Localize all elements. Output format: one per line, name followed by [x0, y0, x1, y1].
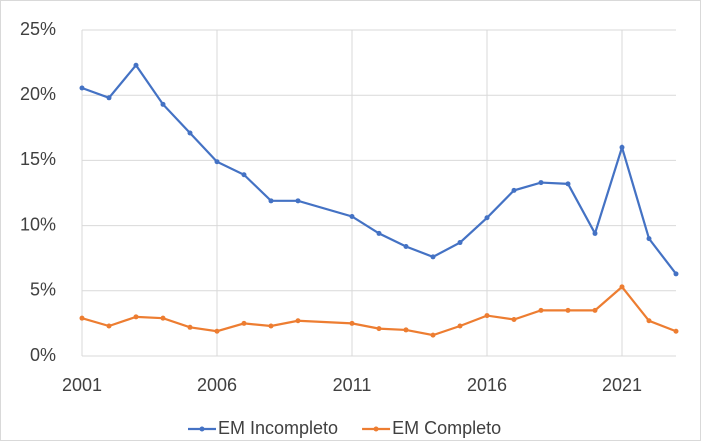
- point: [646, 318, 652, 324]
- point: [133, 314, 139, 320]
- series-line: [81, 285, 677, 337]
- x-tick-label: 2001: [62, 375, 102, 395]
- y-tick-label: 5%: [30, 280, 56, 300]
- point: [538, 307, 544, 313]
- point: [673, 271, 679, 277]
- x-tick-label: 2011: [333, 375, 372, 395]
- point: [349, 213, 355, 219]
- point: [430, 332, 436, 338]
- point: [592, 307, 598, 313]
- point: [241, 172, 247, 178]
- point: [160, 315, 166, 321]
- y-tick-label: 20%: [20, 84, 56, 104]
- point: [79, 315, 85, 321]
- point: [457, 240, 463, 246]
- point: [106, 95, 112, 101]
- point: [214, 159, 220, 165]
- point: [484, 215, 490, 221]
- point: [187, 324, 193, 330]
- y-tick-label: 0%: [30, 345, 56, 365]
- point: [376, 230, 382, 236]
- x-tick-label: 2016: [467, 375, 507, 395]
- point: [592, 230, 598, 236]
- series-line: [81, 63, 677, 275]
- point: [538, 180, 544, 186]
- x-tick-label: 2006: [197, 375, 237, 395]
- point: [106, 323, 112, 329]
- y-tick-label: 25%: [20, 19, 56, 39]
- point: [133, 62, 139, 68]
- y-tick-label: 15%: [20, 149, 56, 169]
- point: [403, 243, 409, 249]
- point: [646, 236, 652, 242]
- point: [430, 254, 436, 260]
- legend-label: EM Completo: [392, 418, 501, 438]
- point: [295, 318, 301, 324]
- point: [403, 327, 409, 333]
- x-tick-label: 2021: [602, 375, 642, 395]
- point: [565, 181, 571, 187]
- point: [511, 187, 517, 193]
- point: [79, 85, 85, 91]
- legend-marker: [373, 426, 379, 432]
- point: [268, 198, 274, 204]
- point: [484, 313, 490, 319]
- point: [214, 328, 220, 334]
- point: [376, 326, 382, 332]
- point: [349, 320, 355, 326]
- point: [268, 323, 274, 329]
- point: [295, 198, 301, 204]
- y-tick-label: 10%: [20, 214, 56, 234]
- point: [160, 101, 166, 107]
- point: [619, 284, 625, 290]
- point: [619, 144, 625, 150]
- point: [457, 323, 463, 329]
- point: [565, 307, 571, 313]
- point: [673, 328, 679, 334]
- point: [511, 316, 517, 322]
- point: [187, 130, 193, 136]
- legend-label: EM Incompleto: [218, 418, 338, 438]
- point: [241, 320, 247, 326]
- legend-marker: [199, 426, 205, 432]
